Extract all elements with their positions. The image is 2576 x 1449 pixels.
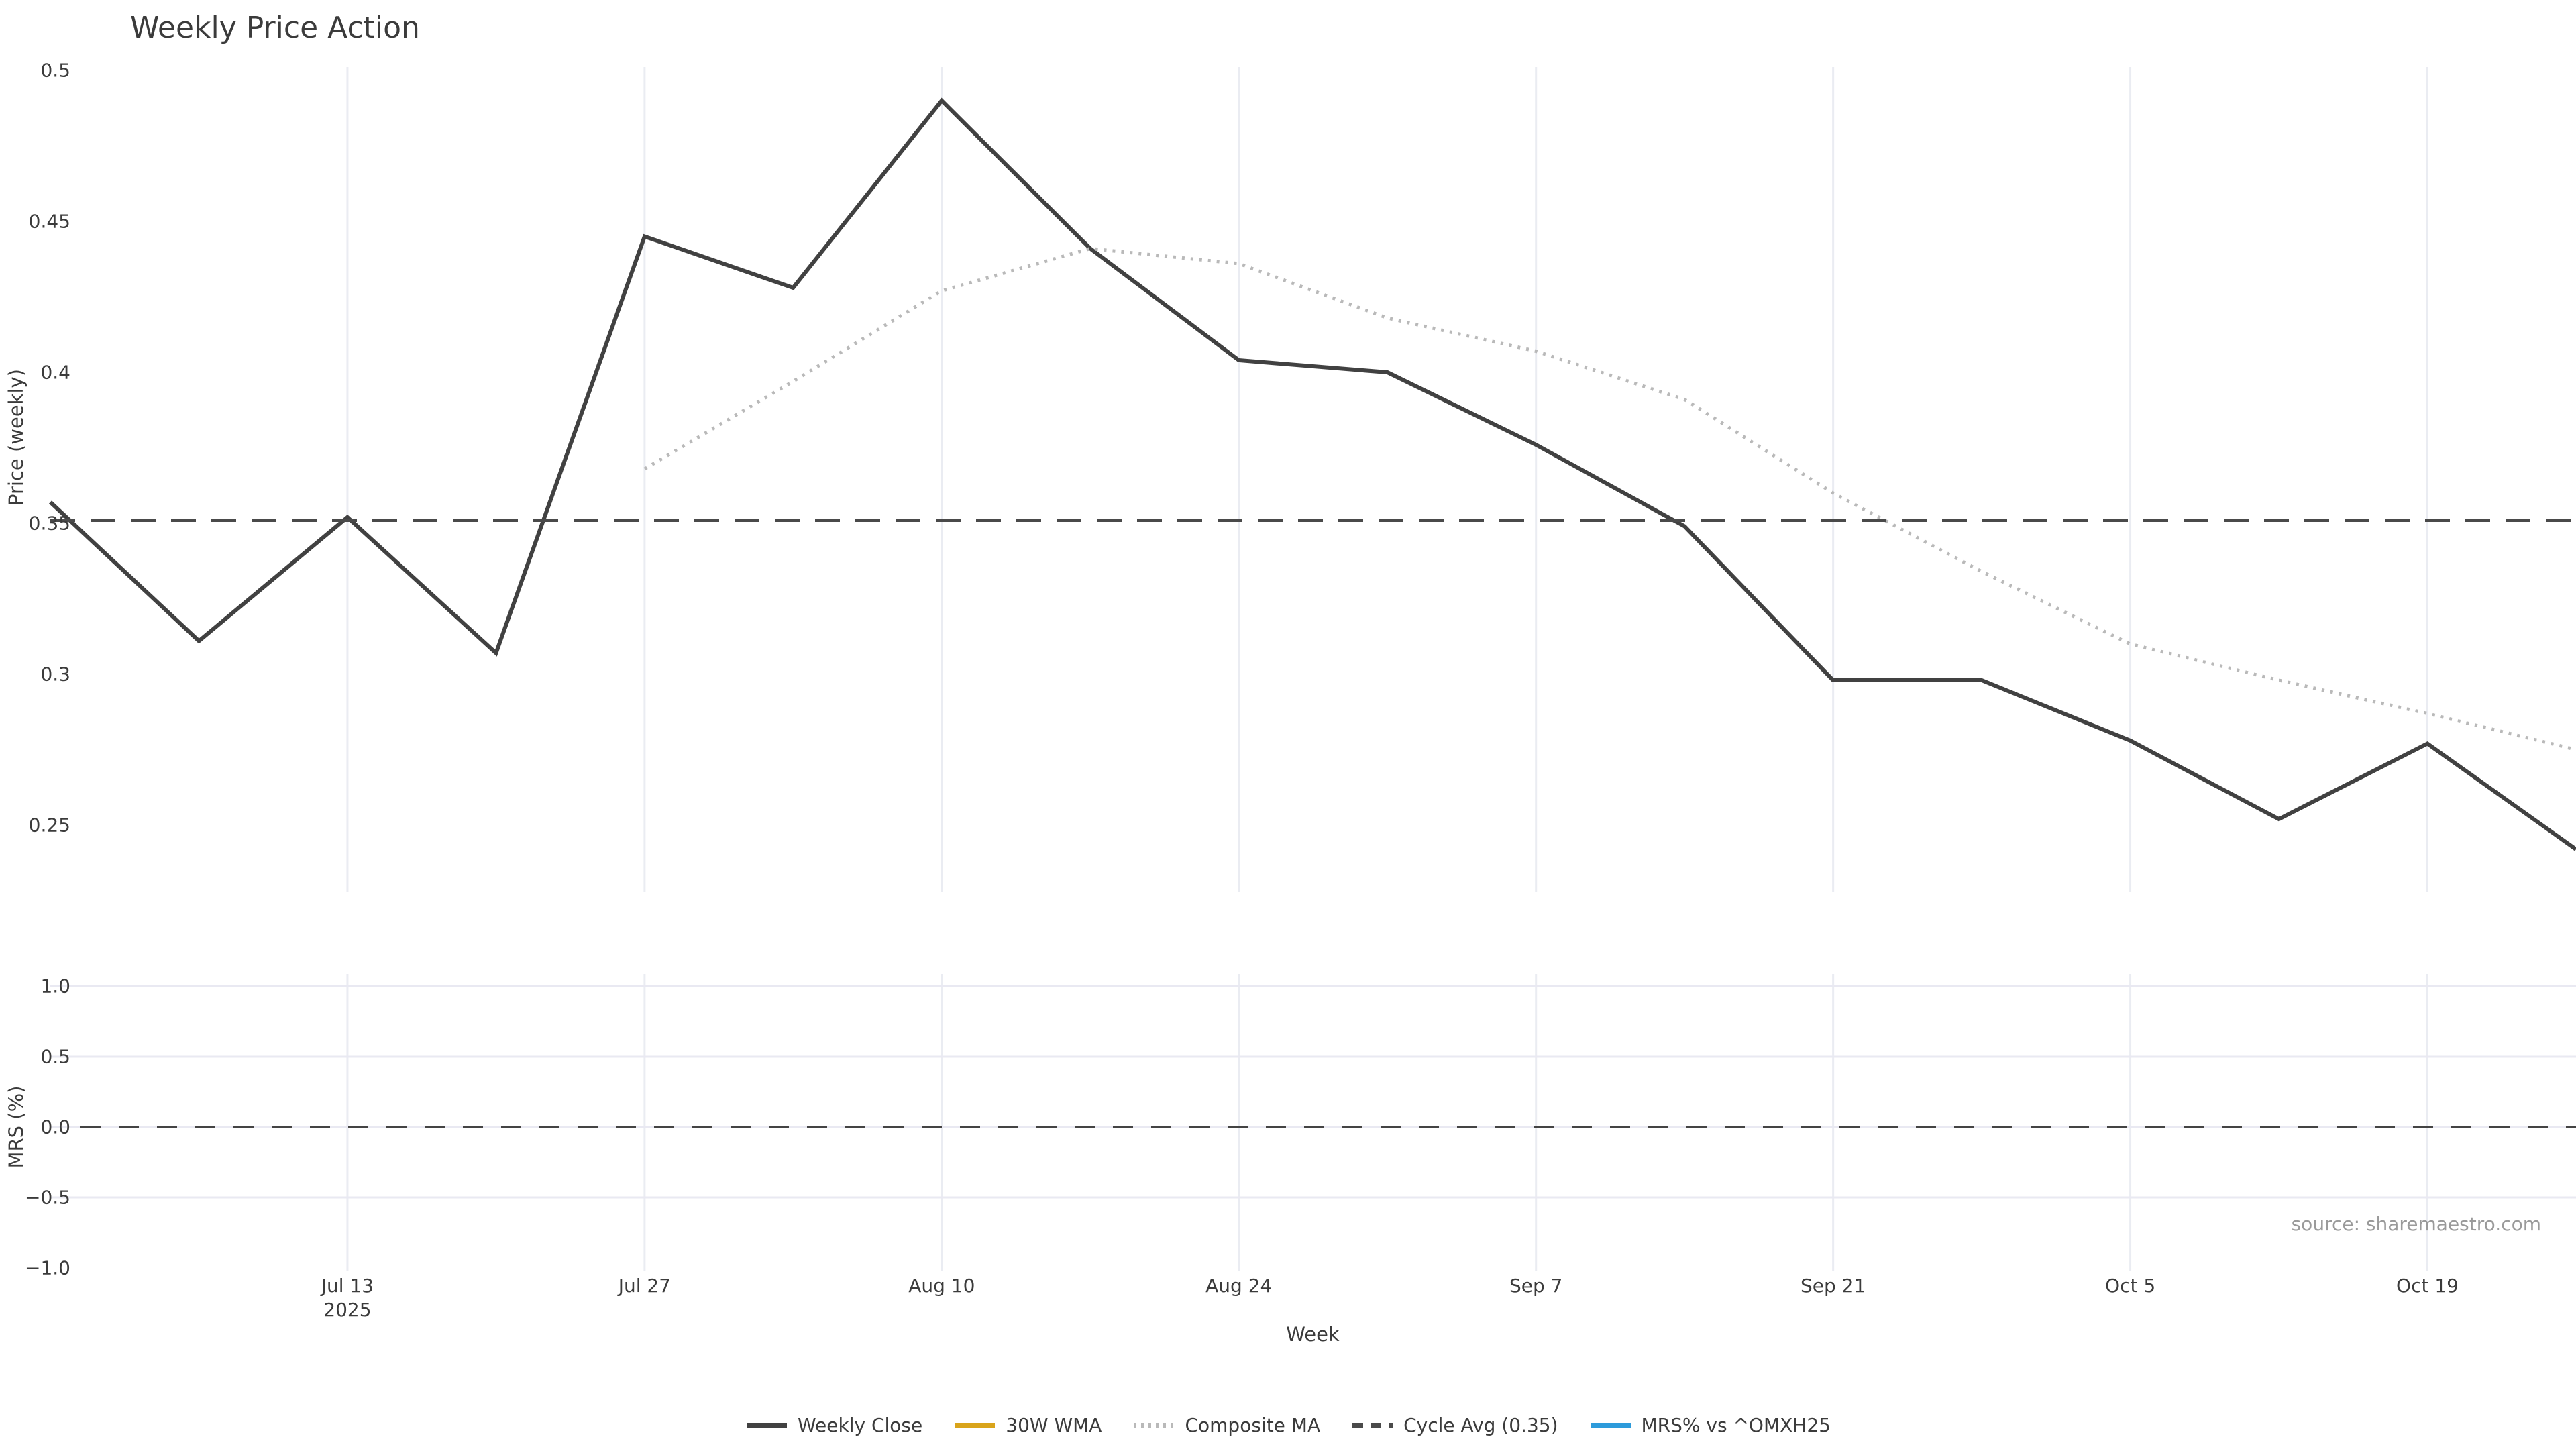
x-tick: Oct 5 [2105,1275,2156,1297]
price-ytick: 0.4 [40,361,70,384]
composite-ma-line [643,246,2576,751]
price-ytick: 0.35 [28,512,70,535]
price-ytick: 0.5 [40,59,70,82]
mrs-ytick: −1.0 [25,1256,70,1279]
legend: Weekly Close 30W WMA Composite MA Cycle Avg… [0,1414,2576,1436]
legend-item: MRS% vs ^OMXH25 [1589,1414,1831,1436]
mrs-ytick: 0.5 [40,1045,70,1068]
chart-title: Weekly Price Action [130,11,420,45]
x-tick: Aug 10 [908,1275,975,1297]
price-ytick: 0.25 [28,814,70,837]
mrs-ytick: 0.0 [40,1116,70,1138]
legend-swatch-dashed [1352,1422,1393,1428]
mrs-ytick: 1.0 [40,975,70,998]
x-tick-year: 2025 [323,1299,372,1321]
legend-item: Weekly Close [745,1414,922,1436]
x-tick: Jul 13 [321,1275,374,1297]
legend-label: Composite MA [1185,1414,1321,1436]
legend-label: 30W WMA [1006,1414,1102,1436]
legend-label: MRS% vs ^OMXH25 [1641,1414,1831,1436]
weekly-close-line [48,97,2576,851]
legend-swatch-solid [747,1422,787,1428]
mrs-axis-label: MRS (%) [5,1085,28,1169]
legend-label: Weekly Close [798,1414,923,1436]
legend-label: Cycle Avg (0.35) [1403,1414,1558,1436]
x-tick: Aug 24 [1205,1275,1273,1297]
source-attribution: source: sharemaestro.com [2291,1213,2541,1235]
price-axis-label: Price (weekly) [5,368,28,506]
legend-item: 30W WMA [953,1414,1102,1436]
legend-item: Cycle Avg (0.35) [1351,1414,1558,1436]
x-tick: Jul 27 [618,1275,672,1297]
legend-swatch-solid [1590,1422,1631,1428]
x-tick: Sep 7 [1509,1275,1563,1297]
price-ytick: 0.3 [40,663,70,686]
x-tick: Oct 19 [2396,1275,2459,1297]
week-axis-label: Week [1286,1323,1340,1346]
legend-item: Composite MA [1132,1414,1320,1436]
x-tick: Sep 21 [1800,1275,1866,1297]
legend-swatch-dotted [1134,1422,1175,1428]
price-ytick: 0.45 [28,210,70,233]
legend-swatch-solid [955,1422,996,1428]
mrs-ytick: −0.5 [25,1186,70,1209]
